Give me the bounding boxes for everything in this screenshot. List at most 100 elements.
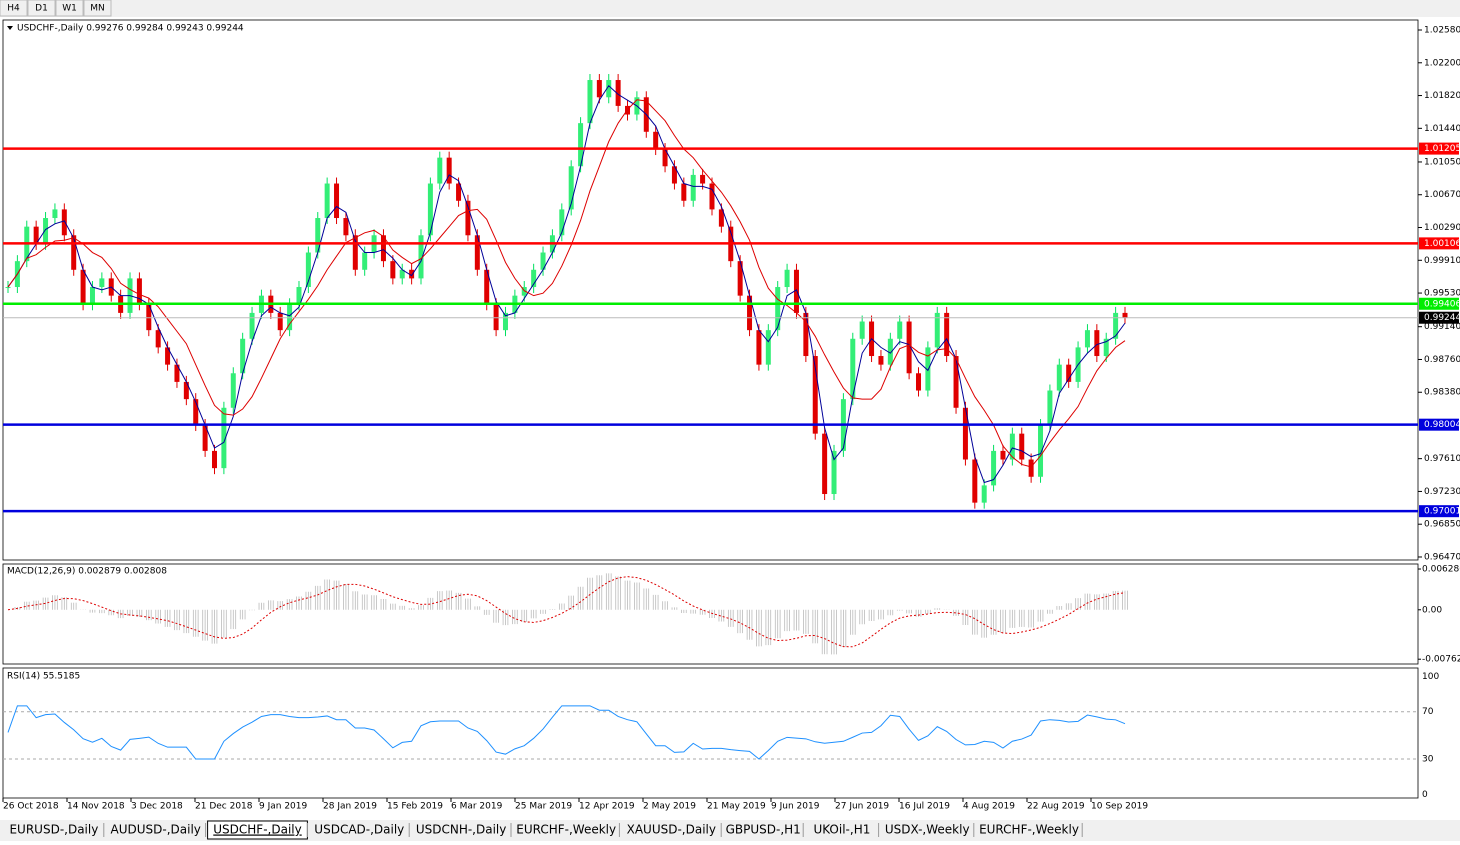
candle — [362, 252, 368, 270]
candle — [1103, 338, 1109, 357]
tab-label[interactable]: UKOil-,H1 — [813, 823, 870, 837]
tab[interactable] — [975, 821, 1083, 839]
timeframe-button[interactable] — [0, 0, 28, 17]
y-tick-label: 0.96850 — [1424, 520, 1460, 530]
timeframe-label[interactable]: MN — [90, 4, 105, 14]
candle — [521, 287, 527, 296]
candle — [33, 226, 39, 244]
candle — [484, 269, 490, 305]
ma-fast — [7, 85, 1126, 484]
candle — [212, 450, 218, 469]
candle — [249, 312, 255, 339]
tab-label[interactable]: EURCHF-,Weekly — [516, 823, 616, 837]
tab-label[interactable]: AUDUSD-,Daily — [111, 823, 201, 837]
candle — [962, 407, 968, 460]
candle — [418, 235, 424, 279]
tab-label[interactable]: USDCNH-,Daily — [416, 823, 507, 837]
tab-label[interactable]: EURCHF-,Weekly — [979, 823, 1079, 837]
candle — [606, 80, 612, 98]
x-tick-label: 9 Jun 2019 — [771, 802, 820, 812]
candle — [5, 287, 11, 289]
candle — [174, 364, 180, 382]
candle — [183, 381, 189, 400]
timeframe-button[interactable] — [83, 0, 112, 17]
candle — [1094, 330, 1100, 357]
candle — [972, 459, 978, 503]
tab-label[interactable]: USDCHF-,Daily — [213, 823, 301, 837]
tab[interactable] — [513, 821, 620, 839]
tab[interactable] — [105, 821, 206, 839]
candle — [71, 235, 77, 270]
candle — [1028, 459, 1034, 477]
level-label: 1.00106 — [1424, 239, 1460, 249]
candle — [334, 183, 340, 219]
tab-label[interactable]: USDX-,Weekly — [885, 823, 970, 837]
timeframe-button[interactable] — [27, 0, 56, 17]
tab[interactable] — [4, 821, 104, 839]
tab-label[interactable]: GBPUSD-,H1 — [726, 823, 801, 837]
tab[interactable] — [805, 821, 879, 839]
y-tick-label: 1.00290 — [1424, 223, 1460, 233]
candle — [409, 269, 415, 279]
timeframe-label[interactable]: D1 — [35, 4, 48, 14]
candle — [380, 235, 386, 262]
candle — [146, 304, 152, 331]
candle — [399, 269, 405, 279]
y-tick-label: 0.98760 — [1424, 355, 1460, 365]
x-tick-label: 14 Nov 2018 — [67, 802, 125, 812]
candle — [765, 330, 771, 365]
y-tick-label: 0.98380 — [1424, 388, 1460, 398]
tab[interactable] — [880, 821, 974, 839]
tab[interactable] — [411, 821, 511, 839]
candle — [230, 373, 236, 408]
tab-label[interactable]: USDCAD-,Daily — [314, 823, 404, 837]
candle — [287, 304, 293, 331]
candle — [700, 174, 706, 184]
candle — [878, 356, 884, 365]
x-tick-label: 26 Oct 2018 — [3, 802, 59, 812]
y-tick-label: 1.01820 — [1424, 91, 1460, 101]
tab[interactable] — [309, 821, 410, 839]
candle — [718, 209, 724, 227]
candle — [305, 252, 311, 288]
candle — [831, 450, 837, 495]
x-tick-label: 21 Dec 2018 — [195, 802, 253, 812]
x-tick-label: 25 Mar 2019 — [515, 802, 572, 812]
candle — [709, 183, 715, 210]
candle — [850, 338, 856, 400]
candle — [352, 235, 358, 270]
candle — [136, 278, 142, 305]
candle — [822, 433, 828, 495]
candle — [671, 166, 677, 184]
candle — [456, 183, 462, 201]
level-box — [1419, 418, 1459, 431]
tab-label[interactable]: EURUSD-,Daily — [9, 823, 98, 837]
x-tick-label: 12 Apr 2019 — [579, 802, 635, 812]
tab-label[interactable]: XAUUSD-,Daily — [627, 823, 716, 837]
x-tick-label: 27 Jun 2019 — [835, 802, 889, 812]
candle — [1113, 312, 1119, 339]
tab[interactable] — [723, 821, 804, 839]
candle — [925, 347, 931, 391]
timeframe-label[interactable]: H4 — [7, 4, 20, 14]
timeframe-label[interactable]: W1 — [62, 4, 77, 14]
candle — [559, 209, 565, 236]
candle — [531, 269, 537, 288]
candle — [296, 287, 302, 305]
candle — [1038, 425, 1044, 477]
candle — [568, 166, 574, 210]
candle — [315, 218, 321, 253]
tab[interactable] — [621, 821, 722, 839]
x-tick-label: 9 Jan 2019 — [259, 802, 307, 812]
candle — [1000, 450, 1006, 460]
current-price-label: 0.99244 — [1424, 313, 1460, 323]
x-tick-label: 21 May 2019 — [707, 802, 766, 812]
candle — [737, 261, 743, 296]
candle — [587, 80, 593, 124]
candle — [99, 278, 105, 288]
candle — [52, 209, 58, 219]
macd-label: MACD(12,26,9) 0.002879 0.002808 — [7, 567, 167, 577]
timeframe-button[interactable] — [55, 0, 84, 17]
candle — [906, 321, 912, 374]
